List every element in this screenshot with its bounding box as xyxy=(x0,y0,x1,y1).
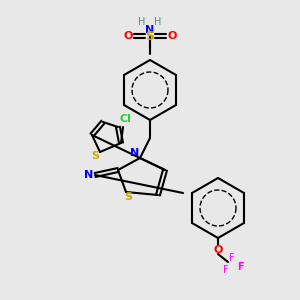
Text: S: S xyxy=(146,29,154,43)
Text: N: N xyxy=(146,25,154,35)
Text: O: O xyxy=(123,31,133,41)
Text: N: N xyxy=(130,148,140,158)
Text: H: H xyxy=(138,17,146,27)
Text: O: O xyxy=(213,245,223,255)
Text: O: O xyxy=(167,31,177,41)
Text: Cl: Cl xyxy=(119,114,131,124)
Text: H: H xyxy=(154,17,162,27)
Text: S: S xyxy=(91,151,99,161)
Text: S: S xyxy=(124,192,132,202)
Text: F: F xyxy=(229,253,235,263)
Text: F: F xyxy=(237,262,243,272)
Text: N: N xyxy=(84,170,94,180)
Text: F: F xyxy=(223,265,229,275)
